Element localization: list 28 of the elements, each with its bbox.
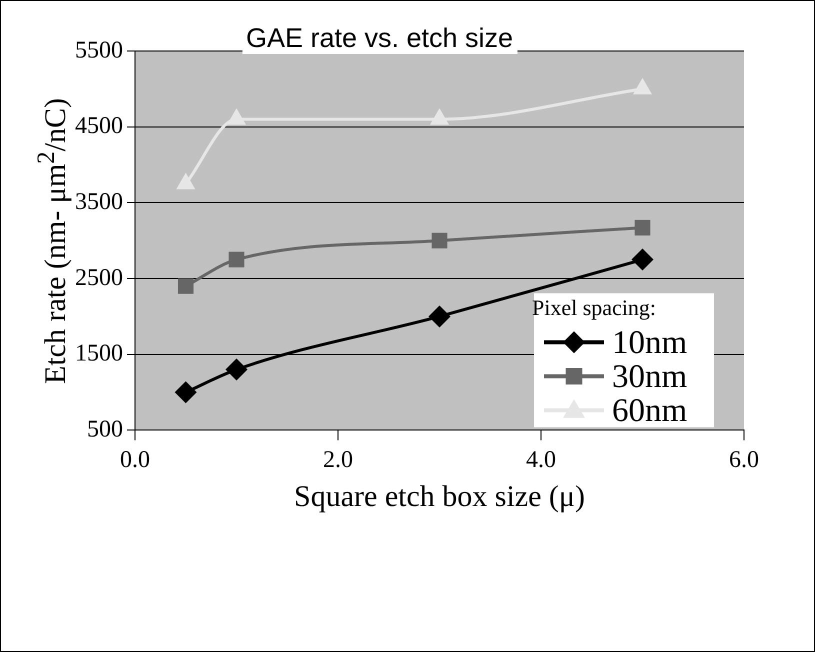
point [178, 278, 194, 294]
point [632, 248, 654, 271]
legend-title: Pixel spacing: [532, 294, 656, 320]
point [632, 78, 652, 94]
point [430, 108, 450, 125]
chart-title: GAE rate vs. etch size [242, 23, 518, 54]
point [176, 172, 196, 190]
point [226, 358, 248, 381]
point [634, 220, 650, 236]
y-tick-label: 2500 [75, 264, 123, 291]
x-tick-label: 2.0 [323, 446, 353, 473]
legend-label: 60nm [612, 392, 688, 429]
x-axis-title: Square etch box size (μ) [294, 480, 585, 514]
point [226, 108, 246, 125]
point [228, 252, 244, 268]
x-tick-label: 6.0 [729, 446, 759, 473]
y-tick-label: 5500 [75, 37, 123, 64]
legend-label: 30nm [612, 358, 688, 395]
x-tick-label: 0.0 [120, 446, 150, 473]
y-tick-label: 1500 [75, 340, 123, 367]
legend-label: 10nm [612, 324, 688, 361]
point [432, 232, 448, 248]
y-tick-label: 4500 [75, 113, 123, 140]
y-tick-label: 3500 [75, 188, 123, 215]
point [428, 305, 450, 328]
point [174, 381, 197, 404]
y-tick-label: 500 [87, 416, 123, 442]
x-tick-label: 4.0 [526, 446, 556, 473]
